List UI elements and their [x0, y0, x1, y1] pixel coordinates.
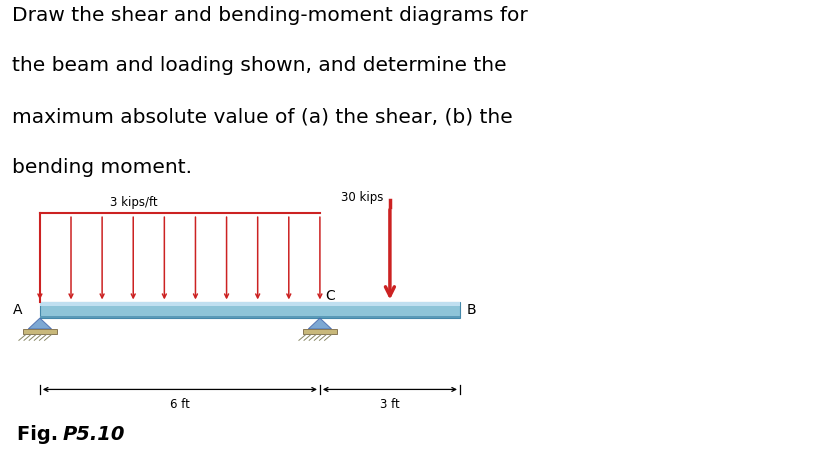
Text: bending moment.: bending moment.: [12, 158, 192, 177]
Text: 3 kips/ft: 3 kips/ft: [110, 196, 157, 209]
Text: P5.10: P5.10: [62, 425, 124, 444]
Bar: [40, 302, 459, 306]
Text: 30 kips: 30 kips: [340, 191, 382, 204]
Text: 6 ft: 6 ft: [170, 398, 189, 411]
Bar: [40, 315, 459, 318]
Text: the beam and loading shown, and determine the: the beam and loading shown, and determin…: [12, 56, 506, 75]
Polygon shape: [308, 318, 331, 329]
Text: C: C: [325, 290, 335, 304]
Bar: [303, 329, 337, 335]
Text: B: B: [466, 303, 476, 317]
Bar: [40, 302, 459, 318]
Text: Draw the shear and bending-moment diagrams for: Draw the shear and bending-moment diagra…: [12, 6, 528, 24]
Text: Fig.: Fig.: [17, 425, 65, 444]
Bar: [23, 329, 56, 335]
Text: 3 ft: 3 ft: [380, 398, 399, 411]
Text: A: A: [12, 303, 22, 317]
Text: maximum absolute value of (a) the shear, (b) the: maximum absolute value of (a) the shear,…: [12, 107, 513, 126]
Polygon shape: [28, 318, 51, 329]
